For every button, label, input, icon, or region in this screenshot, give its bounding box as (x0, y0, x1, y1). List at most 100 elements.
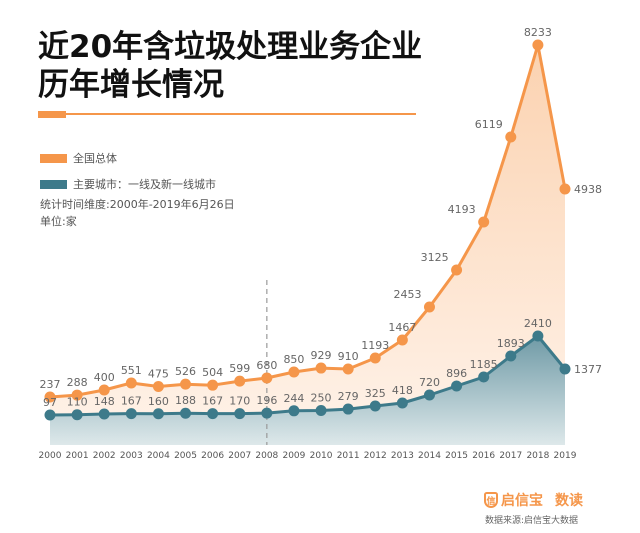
data-label-national-2000: 237 (40, 378, 61, 391)
point-major-cities-2001 (71, 409, 83, 421)
point-major-cities-2013 (396, 397, 408, 409)
shield-logo-icon: 信 (484, 492, 498, 508)
data-label-major-cities-2011: 279 (338, 390, 359, 403)
point-major-cities-2010 (315, 405, 327, 416)
x-tick-2000: 2000 (39, 451, 62, 461)
x-tick-2001: 2001 (66, 451, 89, 461)
point-national-2019 (559, 183, 571, 195)
point-major-cities-2008 (261, 407, 273, 419)
point-major-cities-2002 (98, 408, 110, 420)
point-major-cities-2004 (152, 408, 164, 420)
data-label-national-2011: 910 (338, 350, 359, 363)
point-major-cities-2014 (423, 389, 435, 401)
x-tick-2017: 2017 (499, 451, 522, 461)
data-source: 数据来源:启信宝大数据 (485, 516, 579, 526)
point-national-2007 (234, 375, 246, 387)
x-tick-2019: 2019 (554, 451, 577, 461)
data-label-national-2005: 526 (175, 365, 196, 378)
legend-label-major-cities: 主要城市：一线及新一线城市 (73, 178, 216, 191)
point-national-2012 (369, 352, 381, 364)
point-major-cities-2000 (44, 409, 56, 421)
data-label-major-cities-2003: 167 (121, 395, 142, 408)
point-national-2004 (152, 381, 164, 393)
data-label-major-cities-2018: 2410 (524, 317, 552, 330)
point-national-2015 (451, 264, 463, 276)
point-national-2008 (261, 372, 273, 384)
brand-logo: 信 启信宝 数读 (484, 490, 583, 510)
point-national-2002 (98, 384, 110, 396)
data-label-national-2012: 1193 (361, 339, 389, 352)
legend: 全国总体 主要城市：一线及新一线城市 (40, 150, 216, 202)
point-major-cities-2017 (505, 350, 517, 362)
point-national-2018 (532, 39, 544, 51)
data-label-national-2018: 8233 (524, 26, 552, 39)
data-label-major-cities-2017: 1893 (497, 337, 525, 350)
data-label-major-cities-2005: 188 (175, 394, 196, 407)
point-major-cities-2016 (478, 371, 490, 383)
x-tick-2018: 2018 (526, 451, 549, 461)
x-tick-2008: 2008 (255, 451, 278, 461)
area-national (50, 45, 565, 445)
x-tick-2005: 2005 (174, 451, 197, 461)
point-major-cities-2005 (180, 407, 192, 419)
data-label-major-cities-2010: 250 (311, 392, 332, 405)
point-national-2014 (423, 301, 435, 313)
data-label-major-cities-2004: 160 (148, 395, 169, 408)
data-label-national-2013: 1467 (388, 321, 416, 334)
point-major-cities-2003 (125, 408, 137, 420)
point-major-cities-2015 (451, 380, 463, 392)
x-tick-2002: 2002 (93, 451, 116, 461)
data-label-major-cities-2016: 1185 (470, 358, 498, 371)
data-label-national-2006: 504 (202, 366, 223, 379)
x-tick-2009: 2009 (282, 451, 305, 461)
point-national-2003 (125, 377, 137, 389)
x-tick-2015: 2015 (445, 451, 468, 461)
unit-note: 单位:家 (40, 215, 77, 228)
point-major-cities-2012 (369, 400, 381, 412)
x-tick-2004: 2004 (147, 451, 170, 461)
point-national-2001 (71, 389, 83, 401)
legend-item-national: 全国总体 (40, 150, 216, 166)
legend-item-major-cities: 主要城市：一线及新一线城市 (40, 176, 216, 192)
data-label-national-2019: 4938 (574, 183, 602, 196)
point-national-2011 (342, 363, 354, 375)
data-label-national-2007: 599 (229, 362, 250, 375)
point-national-2005 (180, 378, 192, 390)
data-label-national-2015: 3125 (421, 251, 449, 264)
x-tick-2012: 2012 (364, 451, 387, 461)
data-label-national-2008: 680 (256, 359, 277, 372)
title-rule-accent (38, 111, 66, 118)
point-national-2009 (288, 366, 300, 378)
point-national-2017 (505, 131, 517, 143)
brand-sub: 数读 (555, 493, 583, 509)
data-label-national-2002: 400 (94, 371, 115, 384)
data-label-major-cities-2013: 418 (392, 384, 413, 397)
data-label-major-cities-2002: 148 (94, 395, 115, 408)
data-label-national-2004: 475 (148, 368, 169, 381)
x-tick-2016: 2016 (472, 451, 495, 461)
point-national-2013 (396, 334, 408, 346)
point-major-cities-2009 (288, 405, 300, 417)
point-major-cities-2011 (342, 403, 354, 415)
data-label-national-2016: 4193 (448, 203, 476, 216)
x-tick-2006: 2006 (201, 451, 224, 461)
legend-label-national: 全国总体 (73, 152, 117, 165)
point-national-2000 (44, 391, 56, 403)
data-label-national-2017: 6119 (475, 118, 503, 131)
area-major-cities (50, 336, 565, 445)
period-note: 统计时间维度:2000年-2019年6月26日 (40, 198, 235, 211)
legend-swatch-national (40, 153, 67, 163)
x-tick-2011: 2011 (337, 451, 360, 461)
point-national-2010 (315, 362, 327, 374)
x-tick-2014: 2014 (418, 451, 441, 461)
data-label-national-2003: 551 (121, 364, 142, 377)
title-line-1: 近20年含垃圾处理业务企业 (38, 29, 423, 65)
data-label-major-cities-2015: 896 (446, 367, 467, 380)
data-label-major-cities-2007: 170 (229, 395, 250, 408)
brand-name: 启信宝 (501, 493, 543, 509)
title-line-2: 历年增长情况 (38, 67, 224, 103)
data-label-national-2014: 2453 (393, 288, 421, 301)
point-major-cities-2006 (207, 408, 219, 420)
data-label-major-cities-2006: 167 (202, 395, 223, 408)
